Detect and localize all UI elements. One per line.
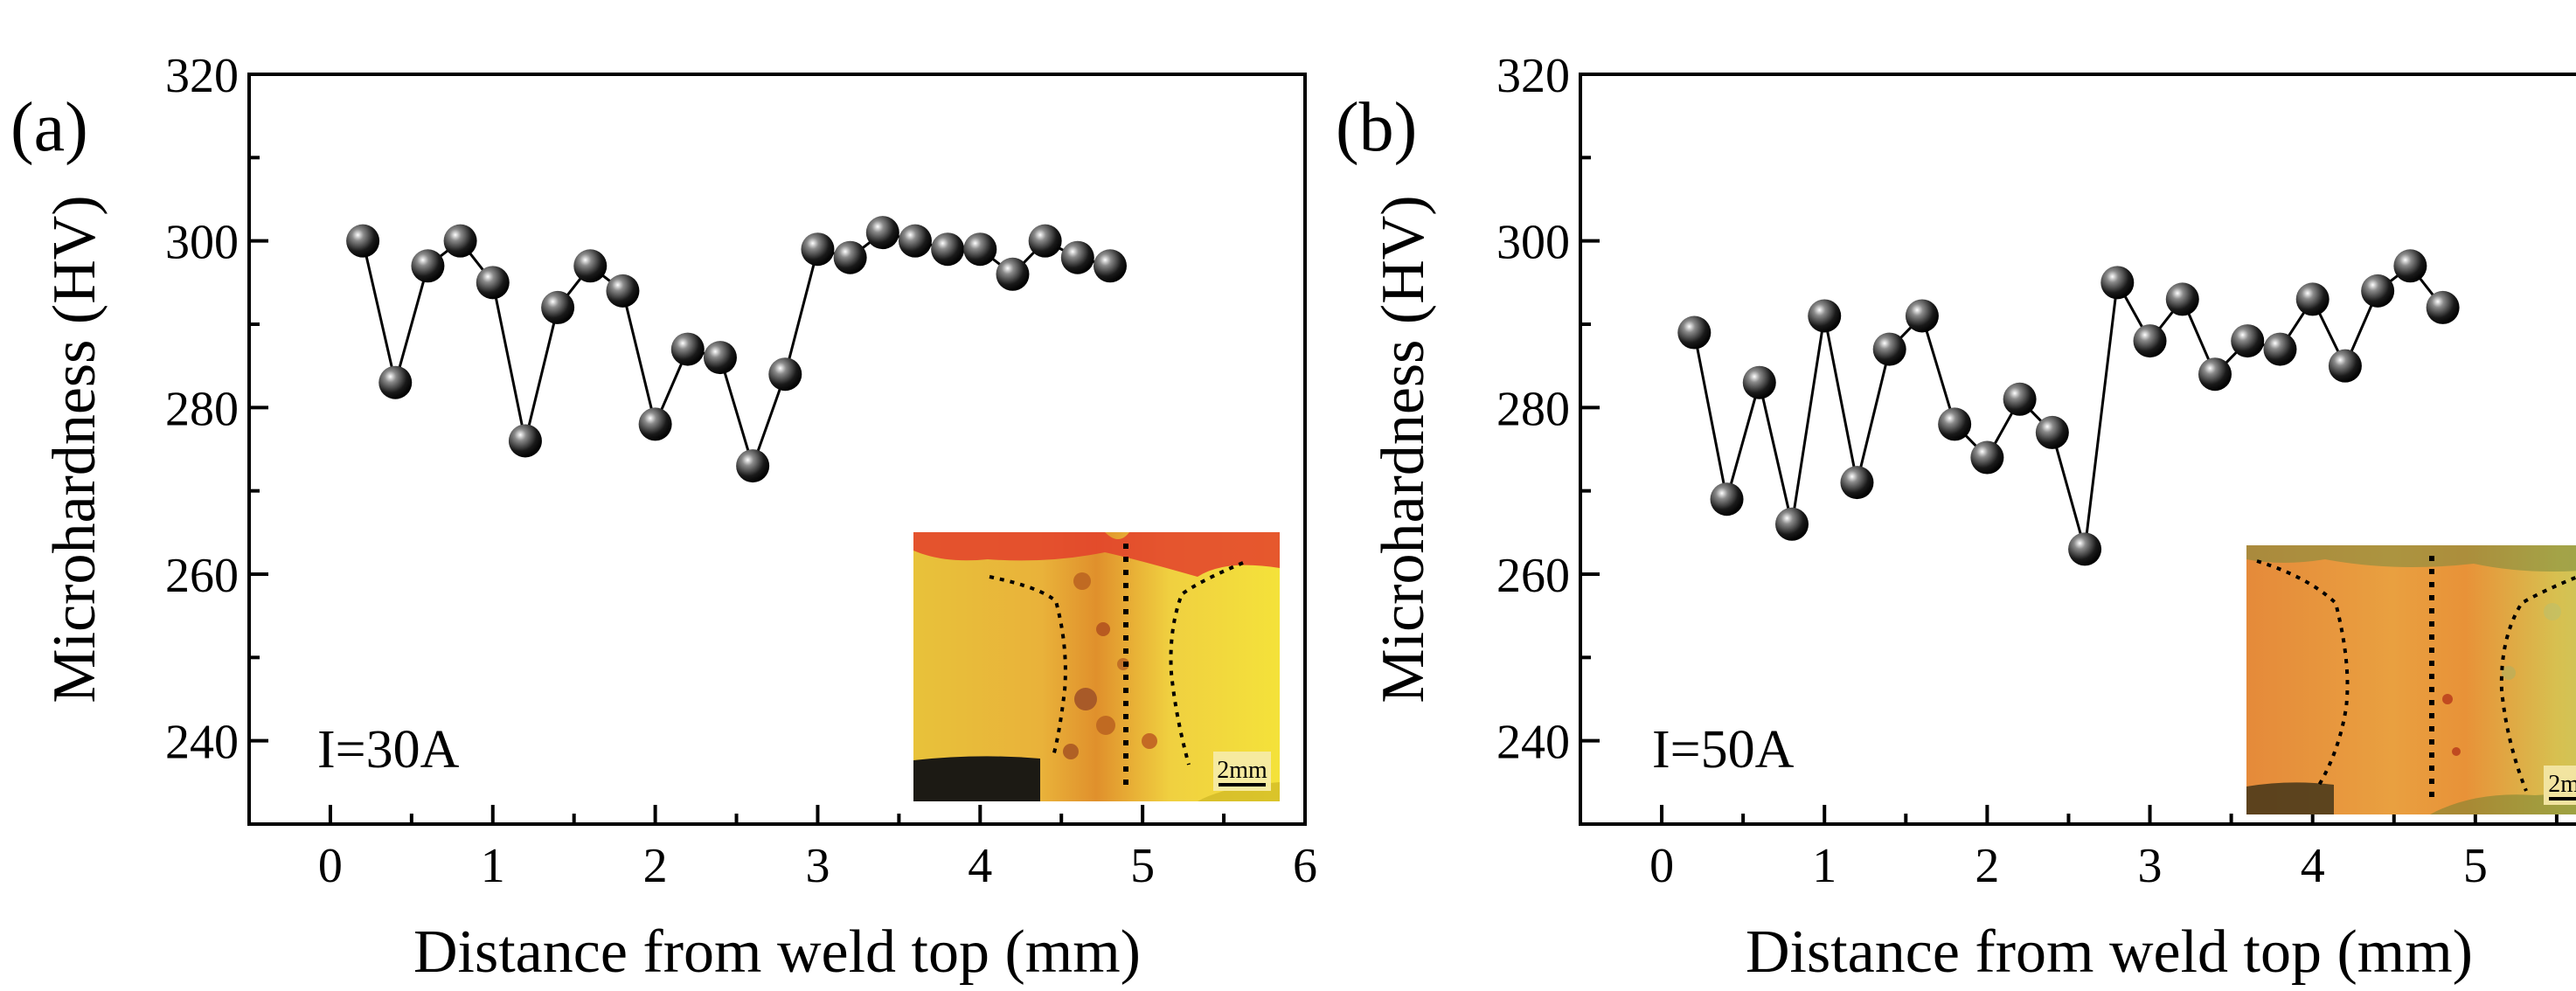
data-point xyxy=(1742,365,1776,399)
x-tick-label: 4 xyxy=(968,839,992,893)
data-point xyxy=(2100,266,2135,300)
x-tick-label: 1 xyxy=(1812,839,1837,893)
weld-micrograph-inset: 2mm xyxy=(2246,545,2576,814)
data-point xyxy=(476,266,510,300)
data-point xyxy=(606,274,640,308)
data-series xyxy=(1677,249,2460,566)
data-point xyxy=(443,224,477,258)
data-point xyxy=(898,224,932,258)
data-point xyxy=(865,216,899,250)
data-point xyxy=(378,365,413,399)
data-point xyxy=(508,424,542,458)
x-axis-title: Distance from weld top (mm) xyxy=(413,918,1141,986)
x-tick-label: 3 xyxy=(2138,839,2163,893)
plot-frame xyxy=(1579,73,2576,826)
inset-scale-label: 2mm xyxy=(2548,771,2576,798)
y-tick-label: 240 xyxy=(165,716,239,770)
data-point xyxy=(1775,507,1809,541)
data-point xyxy=(1905,299,1939,333)
plot-frame xyxy=(247,73,1307,826)
x-tick-label: 1 xyxy=(481,839,505,893)
y-axis-ticks: 240 260 280 300 320 xyxy=(165,49,268,770)
data-point xyxy=(541,290,575,324)
data-point xyxy=(2198,357,2232,392)
data-point xyxy=(346,224,380,258)
data-point xyxy=(1677,315,1712,350)
y-tick-label: 240 xyxy=(1496,716,1570,770)
data-point xyxy=(670,332,705,366)
x-tick-label: 5 xyxy=(1130,839,1155,893)
data-point xyxy=(1060,240,1094,274)
current-annotation: I=50A xyxy=(1652,720,1795,780)
data-point xyxy=(1710,482,1744,516)
x-tick-label: 4 xyxy=(2301,839,2325,893)
x-tick-label: 0 xyxy=(318,839,343,893)
data-point xyxy=(2003,382,2037,416)
data-point xyxy=(2035,415,2069,449)
x-axis-title: Distance from weld top (mm) xyxy=(1746,918,2473,986)
y-tick-label: 280 xyxy=(165,382,239,436)
inset-scale-label: 2mm xyxy=(1217,757,1267,784)
data-point xyxy=(411,249,445,283)
x-tick-label: 3 xyxy=(805,839,830,893)
data-point xyxy=(2165,282,2199,316)
y-tick-label: 320 xyxy=(165,49,239,103)
weld-micrograph-inset: 2mm xyxy=(913,532,1280,801)
data-point xyxy=(573,249,608,283)
data-point xyxy=(996,257,1030,291)
y-axis-title: Microhardness (HV) xyxy=(1370,195,1437,703)
data-point xyxy=(801,232,835,267)
data-point xyxy=(736,449,770,483)
data-point xyxy=(2068,532,2102,566)
data-point xyxy=(2295,282,2330,316)
data-point xyxy=(2133,324,2167,358)
y-tick-label: 280 xyxy=(1496,382,1570,436)
data-point xyxy=(2361,274,2395,308)
panel-label: (a) xyxy=(10,89,88,166)
y-axis-ticks: 240 260 280 300 320 xyxy=(1496,49,1600,770)
x-axis-ticks: 0 1 2 3 4 5 6 xyxy=(247,805,1317,893)
data-point xyxy=(931,232,965,267)
data-point xyxy=(2426,290,2460,324)
y-tick-label: 300 xyxy=(165,216,239,270)
data-point xyxy=(703,341,737,375)
chart-panel-a: (a) 240 260 280 300 320 0 1 2 3 4 5 6 Microhardnes… xyxy=(10,49,1317,986)
data-series xyxy=(346,216,1127,483)
y-tick-label: 260 xyxy=(165,549,239,603)
data-point xyxy=(2263,332,2297,366)
data-point xyxy=(1872,332,1906,366)
data-point xyxy=(1808,299,1842,333)
data-point xyxy=(1028,224,1062,258)
series-line xyxy=(1692,264,2444,550)
data-point xyxy=(638,407,672,441)
data-point xyxy=(1938,407,1972,441)
y-axis-title: Microhardness (HV) xyxy=(41,195,108,703)
data-point xyxy=(1093,249,1127,283)
data-point xyxy=(963,232,997,267)
data-point xyxy=(2393,249,2427,283)
x-tick-label: 5 xyxy=(2463,839,2488,893)
y-tick-label: 320 xyxy=(1496,49,1570,103)
y-tick-label: 260 xyxy=(1496,549,1570,603)
x-tick-label: 2 xyxy=(1975,839,1999,893)
x-tick-label: 0 xyxy=(1649,839,1674,893)
data-point xyxy=(833,240,867,274)
x-tick-label: 2 xyxy=(643,839,668,893)
data-point xyxy=(1840,466,1874,500)
y-tick-label: 300 xyxy=(1496,216,1570,270)
x-tick-label: 6 xyxy=(1293,839,1317,893)
data-point xyxy=(1970,440,2004,475)
data-point xyxy=(2328,349,2362,383)
data-point xyxy=(2231,324,2265,358)
panel-label: (b) xyxy=(1336,89,1417,166)
data-point xyxy=(768,357,802,392)
current-annotation: I=30A xyxy=(317,720,460,780)
